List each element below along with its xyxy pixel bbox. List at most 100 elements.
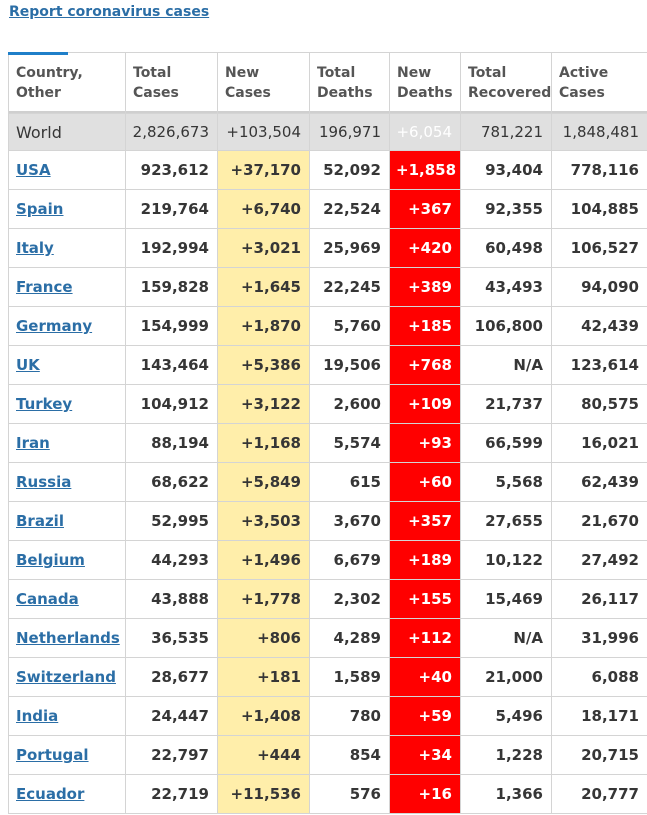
active-cases-cell: 42,439: [551, 306, 647, 346]
total-deaths-cell: 576: [309, 774, 390, 814]
active-cases-cell: 16,021: [551, 423, 647, 463]
country-cell: Netherlands: [8, 618, 126, 658]
country-link[interactable]: Belgium: [16, 551, 85, 569]
total-recovered-cell: 5,568: [460, 462, 552, 502]
report-cases-link[interactable]: Report coronavirus cases: [9, 4, 210, 20]
total-cases-cell: 68,622: [125, 462, 218, 502]
country-cell: Iran: [8, 423, 126, 463]
new-deaths-cell: +189: [389, 540, 461, 580]
new-cases-cell: +1,496: [217, 540, 310, 580]
new-deaths-cell: +34: [389, 735, 461, 775]
total-cases-cell: 43,888: [125, 579, 218, 619]
table-row: Iran 88,194 +1,168 5,574 +93 66,599 16,021: [8, 423, 647, 463]
total-recovered-cell: N/A: [460, 345, 552, 385]
total-cases-cell: 219,764: [125, 189, 218, 229]
country-link[interactable]: Spain: [16, 200, 64, 218]
total-recovered-cell: 21,000: [460, 657, 552, 697]
table-row: Ecuador 22,719 +11,536 576 +16 1,366 20,777: [8, 774, 647, 814]
country-cell: Belgium: [8, 540, 126, 580]
total-cases-cell: 24,447: [125, 696, 218, 736]
total-cases-cell: 22,797: [125, 735, 218, 775]
country-link[interactable]: Italy: [16, 239, 54, 257]
total-cases-cell: 923,612: [125, 150, 218, 190]
total-deaths-cell: 19,506: [309, 345, 390, 385]
new-cases-cell: +806: [217, 618, 310, 658]
active-cases-cell: 106,527: [551, 228, 647, 268]
total-cases-cell: 36,535: [125, 618, 218, 658]
total-recovered-cell: 15,469: [460, 579, 552, 619]
total-recovered-cell: N/A: [460, 618, 552, 658]
total-deaths-cell: 22,245: [309, 267, 390, 307]
world-new-cases: +103,504: [217, 113, 310, 151]
total-cases-cell: 192,994: [125, 228, 218, 268]
header-country[interactable]: Country, Other: [8, 52, 126, 114]
country-link[interactable]: Brazil: [16, 512, 64, 530]
country-cell: Canada: [8, 579, 126, 619]
country-cell: UK: [8, 345, 126, 385]
table-row: India 24,447 +1,408 780 +59 5,496 18,171: [8, 696, 647, 736]
header-total-recovered[interactable]: Total Recovered: [460, 52, 552, 114]
world-total-cases: 2,826,673: [125, 113, 218, 151]
table-row: USA 923,612 +37,170 52,092 +1,858 93,404 778,1…: [8, 150, 647, 190]
total-cases-cell: 159,828: [125, 267, 218, 307]
header-active-cases[interactable]: Active Cases: [551, 52, 647, 114]
total-recovered-cell: 106,800: [460, 306, 552, 346]
active-cases-cell: 18,171: [551, 696, 647, 736]
total-deaths-cell: 52,092: [309, 150, 390, 190]
country-link[interactable]: USA: [16, 161, 51, 179]
header-new-cases[interactable]: New Cases: [217, 52, 310, 114]
total-cases-cell: 28,677: [125, 657, 218, 697]
header-total-deaths[interactable]: Total Deaths: [309, 52, 390, 114]
active-cases-cell: 62,439: [551, 462, 647, 502]
active-cases-cell: 20,777: [551, 774, 647, 814]
active-cases-cell: 123,614: [551, 345, 647, 385]
total-deaths-cell: 22,524: [309, 189, 390, 229]
total-cases-cell: 44,293: [125, 540, 218, 580]
table-row: France 159,828 +1,645 22,245 +389 43,493 94,09…: [8, 267, 647, 307]
active-cases-cell: 104,885: [551, 189, 647, 229]
total-recovered-cell: 5,496: [460, 696, 552, 736]
header-new-deaths[interactable]: New Deaths: [389, 52, 461, 114]
table-row: UK 143,464 +5,386 19,506 +768 N/A 123,614: [8, 345, 647, 385]
table-row: Turkey 104,912 +3,122 2,600 +109 21,737 80,575: [8, 384, 647, 424]
total-deaths-cell: 6,679: [309, 540, 390, 580]
active-cases-cell: 21,670: [551, 501, 647, 541]
country-link[interactable]: Turkey: [16, 395, 73, 413]
header-total-cases[interactable]: Total Cases: [125, 52, 218, 114]
table-row: Portugal 22,797 +444 854 +34 1,228 20,715: [8, 735, 647, 775]
active-cases-cell: 94,090: [551, 267, 647, 307]
total-cases-cell: 143,464: [125, 345, 218, 385]
total-deaths-cell: 615: [309, 462, 390, 502]
country-link[interactable]: Portugal: [16, 746, 89, 764]
country-link[interactable]: Canada: [16, 590, 79, 608]
country-link[interactable]: India: [16, 707, 59, 725]
new-cases-cell: +3,503: [217, 501, 310, 541]
country-link[interactable]: Ecuador: [16, 785, 85, 803]
new-cases-cell: +1,645: [217, 267, 310, 307]
country-cell: Italy: [8, 228, 126, 268]
world-total-deaths: 196,971: [309, 113, 390, 151]
new-cases-cell: +181: [217, 657, 310, 697]
country-cell: Russia: [8, 462, 126, 502]
country-link[interactable]: Switzerland: [16, 668, 116, 686]
total-cases-cell: 154,999: [125, 306, 218, 346]
country-link[interactable]: Iran: [16, 434, 50, 452]
total-deaths-cell: 854: [309, 735, 390, 775]
total-recovered-cell: 43,493: [460, 267, 552, 307]
total-deaths-cell: 780: [309, 696, 390, 736]
country-link[interactable]: France: [16, 278, 73, 296]
country-link[interactable]: Netherlands: [16, 629, 120, 647]
country-link[interactable]: UK: [16, 356, 40, 374]
country-link[interactable]: Russia: [16, 473, 72, 491]
table-tab-indicator: [8, 52, 68, 55]
new-deaths-cell: +420: [389, 228, 461, 268]
new-cases-cell: +5,849: [217, 462, 310, 502]
new-cases-cell: +3,122: [217, 384, 310, 424]
country-cell: Switzerland: [8, 657, 126, 697]
total-cases-cell: 88,194: [125, 423, 218, 463]
country-cell: Ecuador: [8, 774, 126, 814]
new-deaths-cell: +59: [389, 696, 461, 736]
country-cell: Turkey: [8, 384, 126, 424]
country-link[interactable]: Germany: [16, 317, 93, 335]
new-deaths-cell: +768: [389, 345, 461, 385]
